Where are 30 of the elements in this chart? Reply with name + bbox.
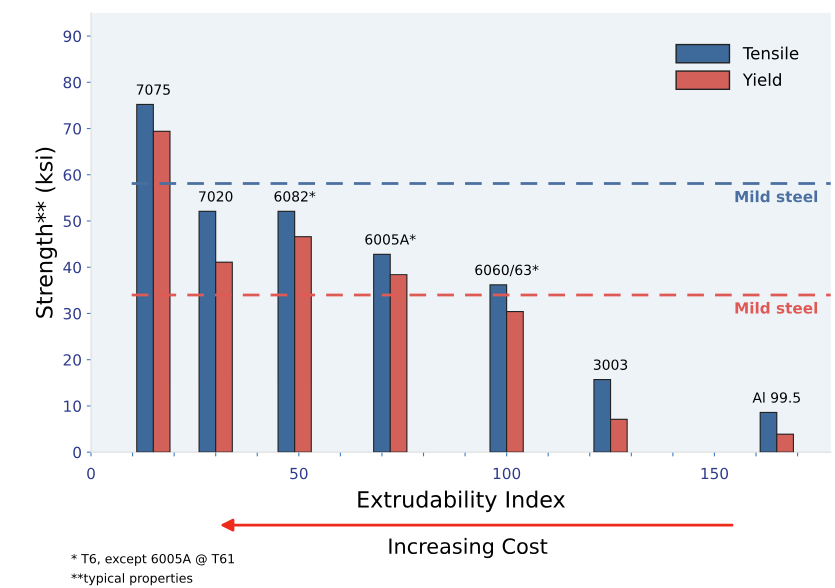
text: * T6, except 6005A @ T61	[71, 554, 234, 566]
annotation: 3003	[594, 359, 628, 370]
ref-line-label: Mild steel	[735, 190, 818, 202]
y-tick-label: 80	[64, 76, 81, 88]
text: Increasing Cost	[389, 538, 548, 558]
annotation: 7075	[136, 84, 170, 95]
annotation: Al 99.5	[752, 392, 800, 403]
annotation: 6060/63*	[475, 264, 539, 276]
text: **typical properties	[71, 573, 192, 586]
legend-label: Tensile	[742, 46, 798, 60]
y-tick-label: 90	[64, 30, 81, 42]
y-tick-label: 50	[64, 215, 81, 228]
annotation: 6082*	[274, 191, 316, 202]
y-tick-label: 20	[64, 354, 81, 366]
y-tick-label: 40	[63, 262, 81, 274]
y-tick-label: 70	[64, 122, 81, 135]
legend-label: Yield	[742, 73, 781, 86]
x-tick-label: 150	[702, 468, 728, 480]
x-tick-label: 100	[494, 468, 520, 480]
annotation: 7020	[199, 191, 232, 202]
y-tick-label: 10	[64, 400, 81, 412]
y-tick-label: 60	[64, 169, 81, 181]
x-axis-title: Extrudability Index	[358, 490, 565, 512]
annotation: 6005A*	[365, 234, 416, 245]
y-tick-label: 30	[64, 308, 81, 320]
x-tick-label: 0	[87, 468, 95, 480]
ref-line-label: Mild steel	[735, 302, 818, 314]
x-tick-label: 50	[290, 468, 308, 480]
y-tick-label: 0	[73, 446, 81, 458]
y-axis-title: Strength** (ksi)	[35, 148, 57, 318]
